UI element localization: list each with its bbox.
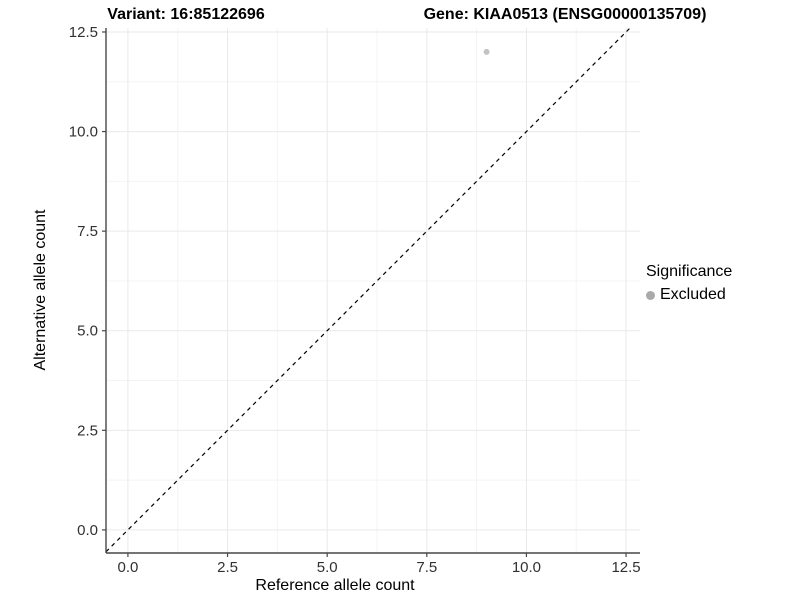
- x-tick-label: 12.5: [611, 559, 640, 576]
- variant-title: Variant: 16:85122696: [107, 6, 265, 23]
- x-axis-label: Reference allele count: [255, 577, 415, 594]
- x-tick-label: 5.0: [317, 559, 338, 576]
- legend-point-icon: [646, 290, 655, 300]
- y-tick-label: 0.0: [77, 522, 98, 539]
- y-tick-label: 2.5: [77, 422, 98, 439]
- gene-title: Gene: KIAA0513 (ENSG00000135709): [423, 6, 707, 23]
- y-tick-label: 12.5: [69, 24, 98, 41]
- data-point: [483, 48, 490, 55]
- x-tick-label: 10.0: [512, 559, 541, 576]
- y-tick-label: 7.5: [77, 223, 98, 240]
- x-tick-label: 0.0: [117, 559, 138, 576]
- y-axis-label: Alternative allele count: [32, 209, 49, 371]
- x-tick-label: 2.5: [217, 559, 238, 576]
- legend-item: Excluded: [646, 286, 732, 304]
- x-tick-label: 7.5: [416, 559, 437, 576]
- legend-item-label: Excluded: [660, 286, 726, 303]
- y-tick-label: 5.0: [77, 323, 98, 340]
- identity-line: [105, 27, 631, 553]
- legend-title: Significance: [646, 263, 733, 280]
- legend: Significance Excluded: [646, 263, 732, 304]
- y-tick-label: 10.0: [69, 124, 98, 141]
